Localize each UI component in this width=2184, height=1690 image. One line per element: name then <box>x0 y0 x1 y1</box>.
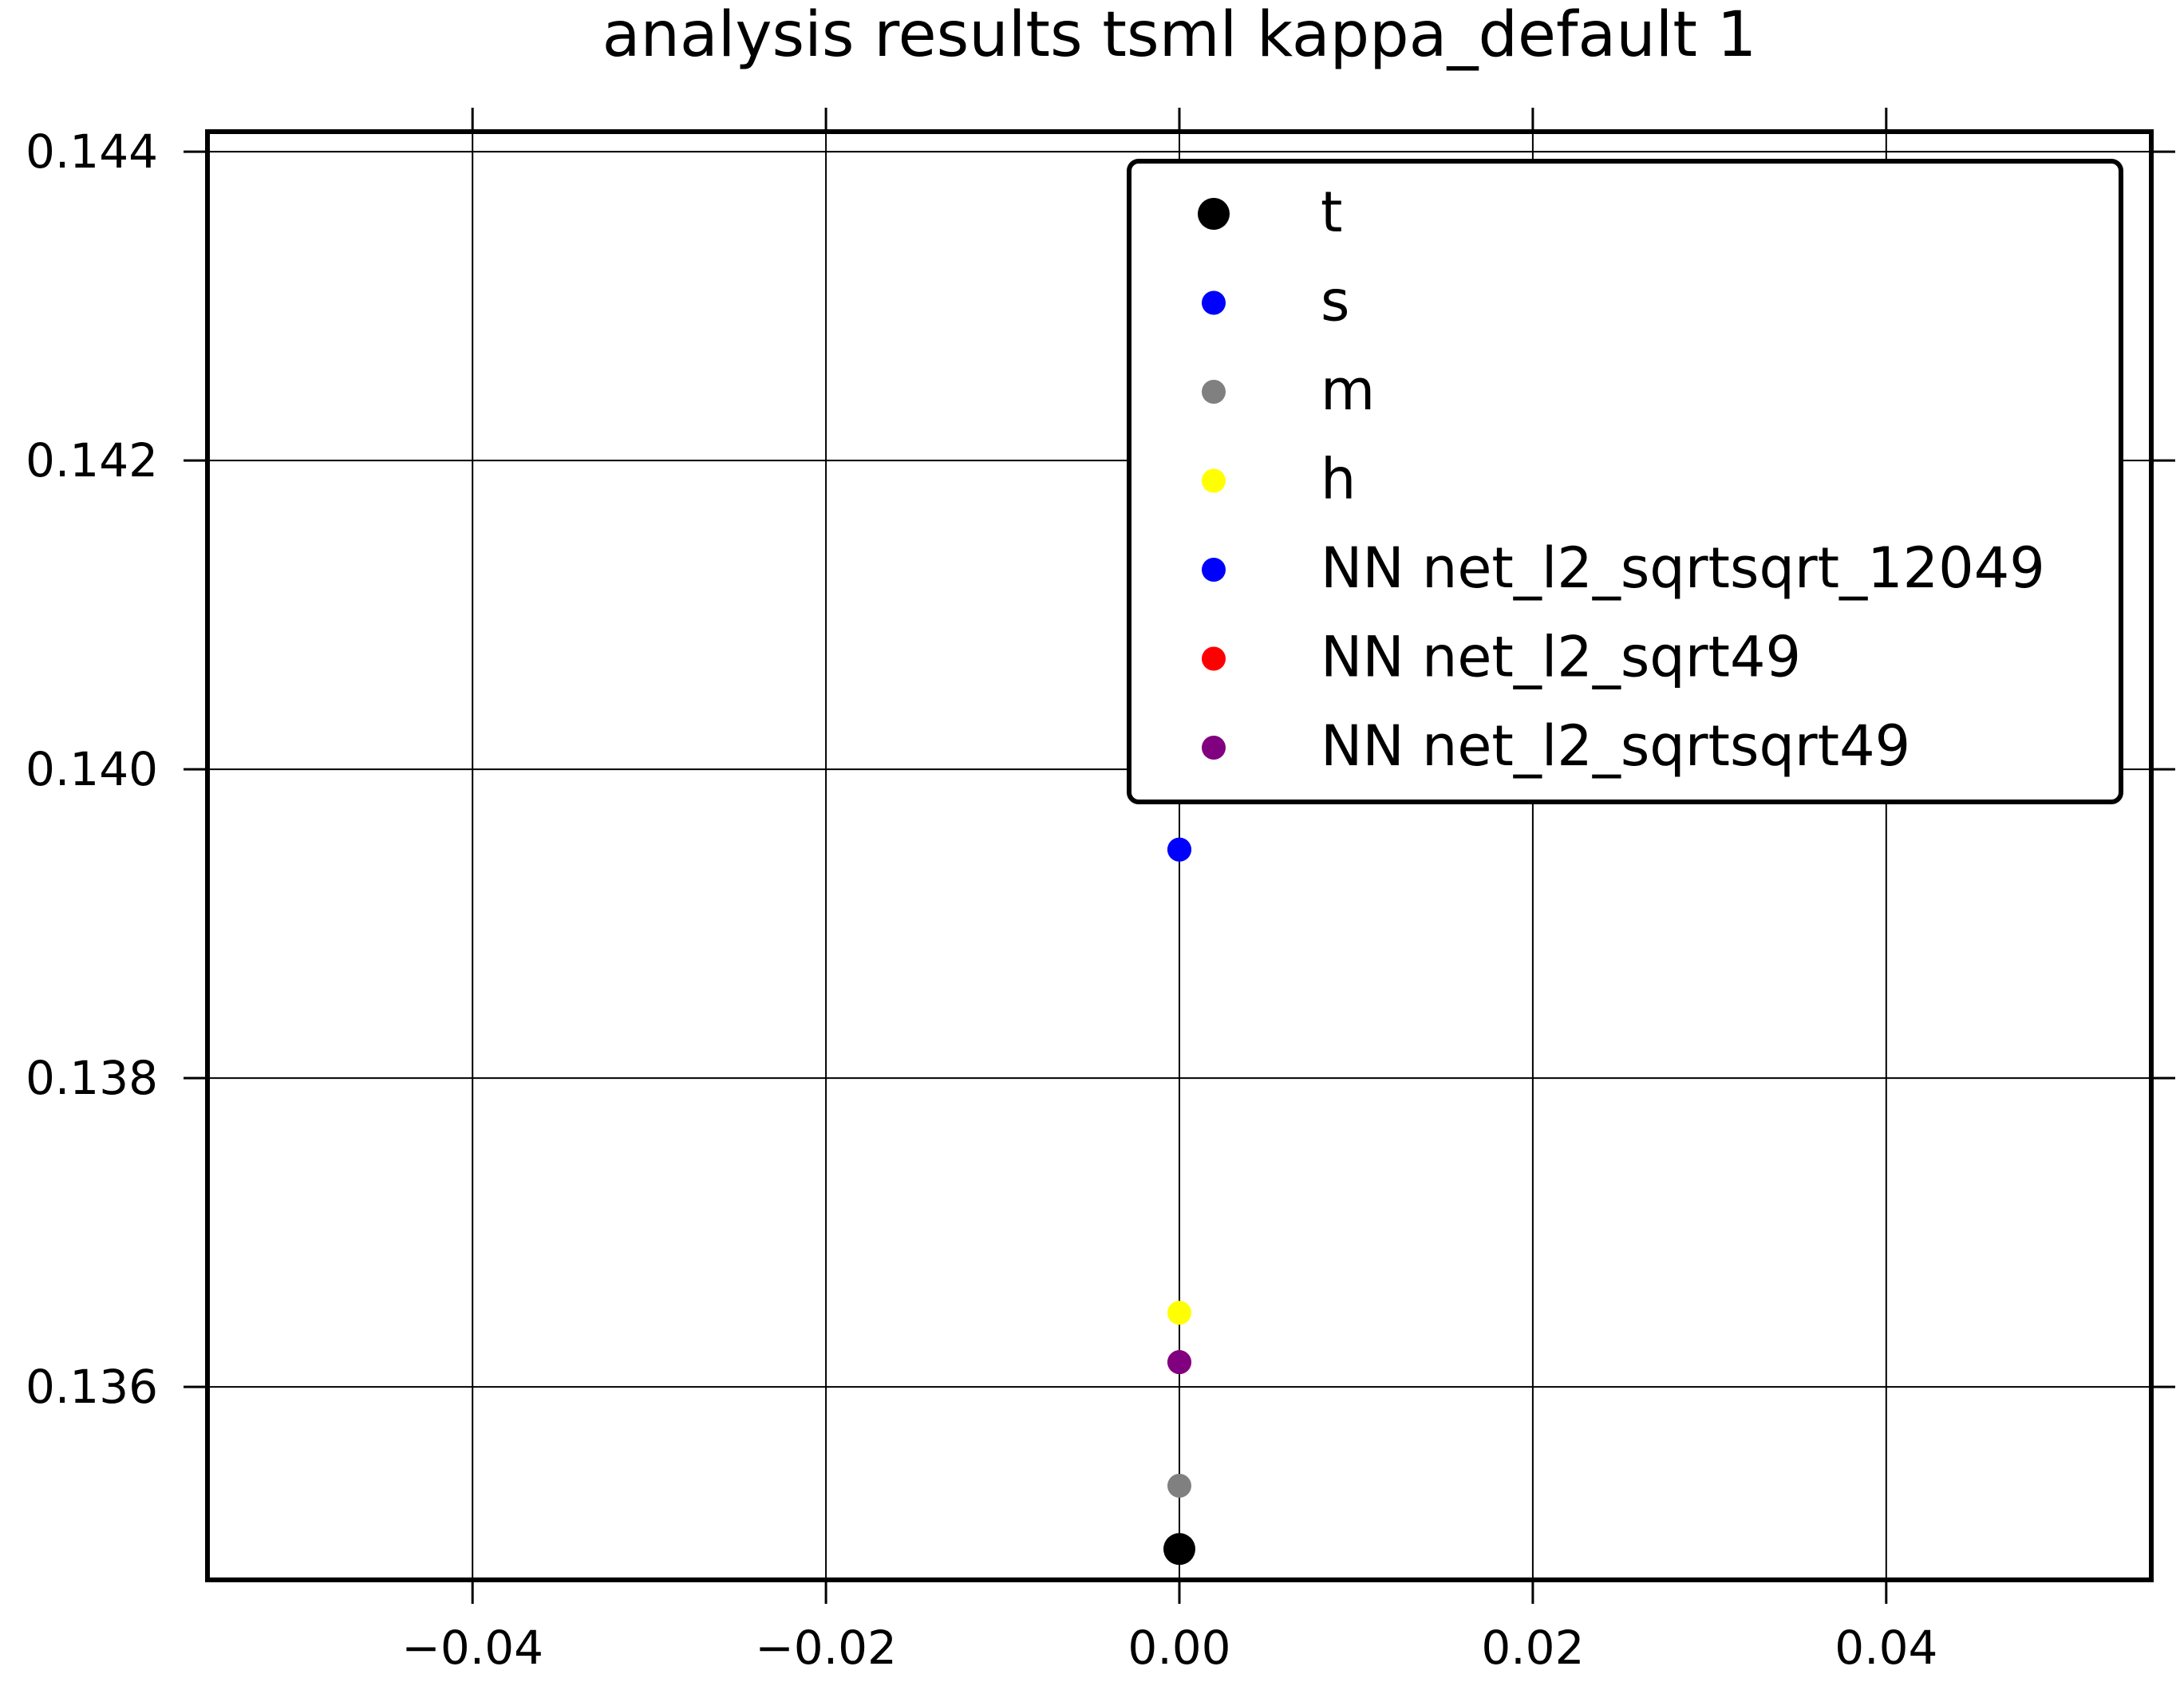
data-points <box>1163 837 1195 1566</box>
x-tick-label: 0.00 <box>1128 1621 1230 1675</box>
legend-label: NN net_l2_sqrt49 <box>1321 625 1801 690</box>
legend-label: NN net_l2_sqrtsqrt_12049 <box>1321 535 2045 601</box>
x-tick-label: 0.02 <box>1481 1621 1584 1675</box>
legend-marker <box>1202 646 1226 671</box>
y-tick-label: 0.144 <box>26 124 158 179</box>
y-tick-label: 0.136 <box>26 1360 158 1414</box>
legend-label: t <box>1321 180 1342 245</box>
legend-marker <box>1202 558 1226 582</box>
legend-label: h <box>1321 447 1356 512</box>
data-point <box>1167 1301 1191 1325</box>
x-tick-label: −0.02 <box>755 1621 897 1675</box>
x-tick-label: −0.04 <box>401 1621 543 1675</box>
data-point <box>1167 1473 1191 1498</box>
legend-label: s <box>1321 269 1349 334</box>
legend-marker <box>1202 380 1226 404</box>
x-tick-label: 0.04 <box>1834 1621 1937 1675</box>
legend-marker <box>1198 198 1230 230</box>
legend-label: m <box>1321 357 1375 423</box>
data-point <box>1163 1533 1195 1566</box>
y-tick-label: 0.140 <box>26 742 158 796</box>
legend-marker <box>1202 468 1226 493</box>
legend-marker <box>1202 736 1226 760</box>
legend-marker <box>1202 290 1226 315</box>
data-point <box>1167 1350 1191 1375</box>
y-tick-label: 0.138 <box>26 1051 158 1105</box>
axis-ticks: −0.04 −0.02 0.00 0.02 0.04 0.136 0.138 0.140 0.1… <box>26 108 2175 1675</box>
legend-box <box>1127 159 2123 804</box>
y-tick-label: 0.142 <box>26 433 158 488</box>
data-point <box>1167 837 1191 862</box>
legend-label: NN net_l2_sqrtsqrt49 <box>1321 713 1910 779</box>
plot-frame <box>205 129 2154 1582</box>
chart-title: analysis results tsml kappa_default 1 <box>602 0 1757 71</box>
